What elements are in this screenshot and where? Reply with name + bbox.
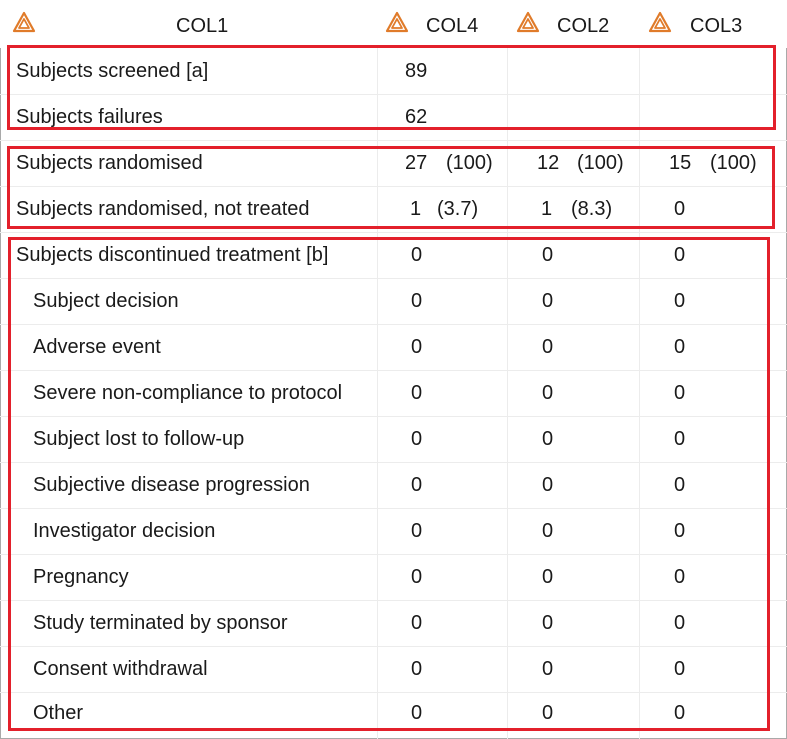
row-label: Severe non-compliance to protocol bbox=[33, 382, 343, 404]
col4-value: 62 bbox=[405, 106, 428, 128]
row-label: Pregnancy bbox=[33, 566, 129, 588]
col2-value: 0 bbox=[542, 566, 554, 588]
col2-value: 0 bbox=[542, 474, 554, 496]
col4-value: 0 bbox=[411, 428, 423, 450]
col3-value: 0 bbox=[674, 474, 686, 496]
row-label: Subjects failures bbox=[16, 106, 163, 128]
col2-value: 0 bbox=[542, 336, 554, 358]
row-label: Subjects randomised, not treated bbox=[16, 198, 310, 220]
table-row[interactable]: Subjects randomised 27 (100) 12 (100) 15… bbox=[0, 140, 787, 187]
row-label: Subjects screened [a] bbox=[16, 60, 209, 82]
header-col4-label: COL4 bbox=[426, 15, 479, 37]
table-row[interactable]: Pregnancy 0 0 0 bbox=[0, 554, 787, 601]
col2-value: 0 bbox=[542, 244, 554, 266]
col3-value: 0 bbox=[674, 702, 686, 724]
column-divider bbox=[507, 0, 508, 739]
col2-value: 0 bbox=[542, 520, 554, 542]
col3-value: 0 bbox=[674, 382, 686, 404]
col2-value: 0 bbox=[542, 290, 554, 312]
table-row[interactable]: Adverse event 0 0 0 bbox=[0, 324, 787, 371]
row-label: Subject decision bbox=[33, 290, 179, 312]
col2-value: 1 bbox=[541, 198, 553, 220]
row-label: Subject lost to follow-up bbox=[33, 428, 245, 450]
col2-percent: (100) bbox=[577, 152, 624, 174]
col2-value: 0 bbox=[542, 382, 554, 404]
col4-value: 0 bbox=[411, 474, 423, 496]
highlight-box-discontinuation bbox=[8, 237, 770, 731]
col4-value: 27 bbox=[405, 152, 428, 174]
table-row[interactable]: Subjects screened [a] 89 bbox=[0, 48, 787, 95]
col4-value: 0 bbox=[411, 702, 423, 724]
highlight-box-screening bbox=[7, 45, 776, 130]
col4-value: 0 bbox=[411, 244, 423, 266]
col4-value: 0 bbox=[411, 382, 423, 404]
col2-value: 12 bbox=[537, 152, 560, 174]
col2-percent: (8.3) bbox=[571, 198, 613, 220]
column-divider bbox=[639, 0, 640, 739]
table-row[interactable]: Severe non-compliance to protocol 0 0 0 bbox=[0, 370, 787, 417]
col4-value: 0 bbox=[411, 290, 423, 312]
row-label: Study terminated by sponsor bbox=[33, 612, 288, 634]
table-row[interactable]: Subjects randomised, not treated 1 (3.7)… bbox=[0, 186, 787, 233]
col4-value: 89 bbox=[405, 60, 428, 82]
header-col1-label: COL1 bbox=[176, 15, 229, 37]
col4-value: 0 bbox=[411, 520, 423, 542]
col3-value: 0 bbox=[674, 428, 686, 450]
header-col3-label: COL3 bbox=[690, 15, 743, 37]
warning-triangle-icon bbox=[648, 11, 672, 33]
highlight-box-randomisation bbox=[7, 146, 775, 229]
warning-triangle-icon bbox=[516, 11, 540, 33]
col3-value: 0 bbox=[674, 336, 686, 358]
row-label: Subjects randomised bbox=[16, 152, 203, 174]
row-label: Subjects discontinued treatment [b] bbox=[16, 244, 329, 266]
col4-percent: (3.7) bbox=[437, 198, 479, 220]
col3-value: 15 bbox=[669, 152, 692, 174]
col2-value: 0 bbox=[542, 612, 554, 634]
table-row[interactable]: Other 0 0 0 bbox=[0, 690, 787, 736]
col4-value: 0 bbox=[411, 658, 423, 680]
col3-value: 0 bbox=[674, 244, 686, 266]
row-label: Consent withdrawal bbox=[33, 658, 208, 680]
table-header: COL1 COL4 COL2 COL3 bbox=[0, 0, 787, 48]
col3-value: 0 bbox=[674, 612, 686, 634]
col4-percent: (100) bbox=[446, 152, 493, 174]
table-row[interactable]: Investigator decision 0 0 0 bbox=[0, 508, 787, 555]
col3-value: 0 bbox=[674, 520, 686, 542]
table-row[interactable]: Subjects failures 62 bbox=[0, 94, 787, 141]
table-row[interactable]: Subjective disease progression 0 0 0 bbox=[0, 462, 787, 509]
row-label: Investigator decision bbox=[33, 520, 216, 542]
col4-value: 0 bbox=[411, 612, 423, 634]
table-row[interactable]: Consent withdrawal 0 0 0 bbox=[0, 646, 787, 693]
warning-triangle-icon bbox=[12, 11, 36, 33]
warning-triangle-icon bbox=[385, 11, 409, 33]
col2-value: 0 bbox=[542, 702, 554, 724]
col2-value: 0 bbox=[542, 658, 554, 680]
column-divider bbox=[377, 0, 378, 739]
col3-value: 0 bbox=[674, 566, 686, 588]
table-row[interactable]: Study terminated by sponsor 0 0 0 bbox=[0, 600, 787, 647]
col3-value: 0 bbox=[674, 658, 686, 680]
row-label: Subjective disease progression bbox=[33, 474, 310, 496]
table-row[interactable]: Subject decision 0 0 0 bbox=[0, 278, 787, 325]
row-label: Other bbox=[33, 702, 84, 724]
col4-value: 0 bbox=[411, 336, 423, 358]
col2-value: 0 bbox=[542, 428, 554, 450]
header-col2-label: COL2 bbox=[557, 15, 610, 37]
col3-percent: (100) bbox=[710, 152, 757, 174]
col4-value: 1 bbox=[410, 198, 422, 220]
table-row[interactable]: Subject lost to follow-up 0 0 0 bbox=[0, 416, 787, 463]
col3-value: 0 bbox=[674, 290, 686, 312]
row-label: Adverse event bbox=[33, 336, 161, 358]
col3-value: 0 bbox=[674, 198, 686, 220]
col4-value: 0 bbox=[411, 566, 423, 588]
table-row[interactable]: Subjects discontinued treatment [b] 0 0 … bbox=[0, 232, 787, 279]
